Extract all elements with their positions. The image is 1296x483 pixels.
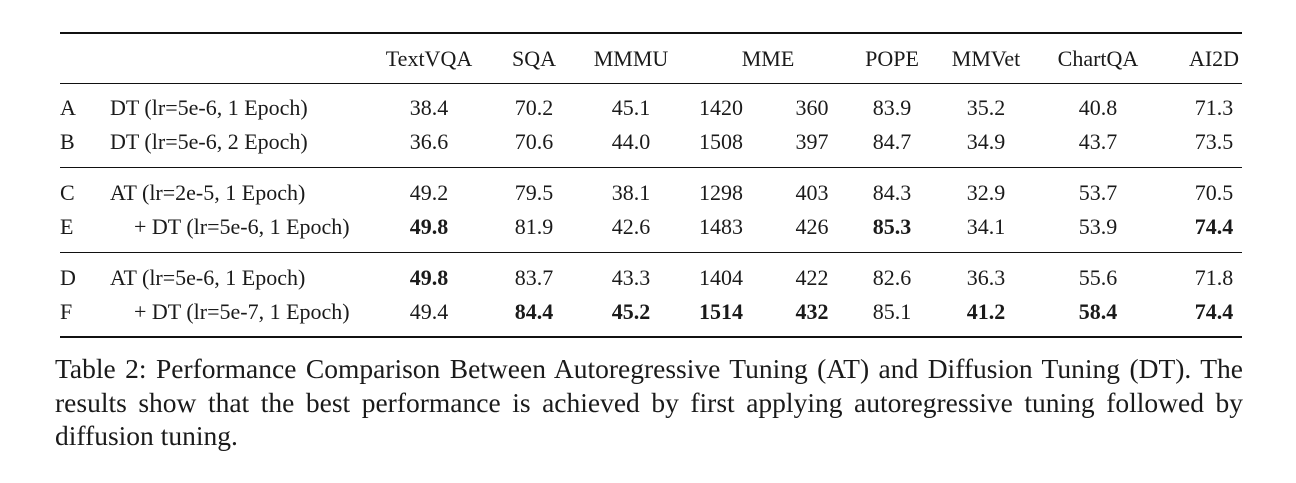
row-config: + DT (lr=5e-7, 1 Epoch) [134, 299, 350, 324]
table-cell: 84.3 [872, 180, 912, 205]
table-cell: 85.1 [872, 299, 912, 324]
table-cell: 38.1 [611, 180, 651, 205]
table-cell: 42.6 [611, 214, 651, 239]
table-cell: 49.8 [409, 265, 449, 290]
table-cell: 49.2 [409, 180, 449, 205]
table-cell: 422 [795, 265, 829, 290]
table-cell: 71.8 [1194, 265, 1234, 290]
table-cell: 35.2 [966, 95, 1006, 120]
row-id: A [60, 95, 76, 120]
table-cell: 70.2 [514, 95, 554, 120]
table-cell: 43.3 [611, 265, 651, 290]
column-header: MME [741, 46, 795, 71]
table-caption: Table 2: Performance Comparison Between … [55, 353, 1243, 451]
table-cell: 84.7 [872, 129, 912, 154]
row-id: D [60, 265, 76, 290]
table-cell: 73.5 [1194, 129, 1234, 154]
table-cell: 360 [795, 95, 829, 120]
table-cell: 79.5 [514, 180, 554, 205]
table-cell: 36.3 [966, 265, 1006, 290]
table-cell: 81.9 [514, 214, 554, 239]
table-cell: 1298 [699, 180, 743, 205]
table-cell: 83.7 [514, 265, 554, 290]
group-rule [60, 252, 1242, 253]
column-header: SQA [511, 46, 557, 71]
table-cell: 44.0 [611, 129, 651, 154]
row-config: DT (lr=5e-6, 2 Epoch) [110, 129, 308, 154]
table-cell: 70.5 [1194, 180, 1234, 205]
row-id: B [60, 129, 75, 154]
column-header: POPE [865, 46, 919, 71]
table-cell: 32.9 [966, 180, 1006, 205]
column-header: AI2D [1188, 46, 1240, 71]
row-config: + DT (lr=5e-6, 1 Epoch) [134, 214, 350, 239]
table-cell: 403 [795, 180, 829, 205]
table-cell: 45.1 [611, 95, 651, 120]
table-cell: 71.3 [1194, 95, 1234, 120]
table-cell: 84.4 [514, 299, 554, 324]
table-cell: 40.8 [1078, 95, 1118, 120]
top-rule [60, 32, 1242, 34]
row-config: AT (lr=2e-5, 1 Epoch) [110, 180, 306, 205]
table-cell: 432 [795, 299, 829, 324]
table-cell: 426 [795, 214, 829, 239]
column-header: ChartQA [1057, 46, 1139, 71]
table-cell: 1514 [699, 299, 743, 324]
column-header: MMMU [593, 46, 669, 71]
table-cell: 45.2 [611, 299, 651, 324]
table-cell: 397 [795, 129, 829, 154]
table-cell: 74.4 [1194, 299, 1234, 324]
table-cell: 85.3 [872, 214, 912, 239]
row-config: AT (lr=5e-6, 1 Epoch) [110, 265, 306, 290]
table-cell: 1420 [699, 95, 743, 120]
table-cell: 70.6 [514, 129, 554, 154]
row-id: C [60, 180, 75, 205]
bottom-rule [60, 336, 1242, 338]
table-cell: 83.9 [872, 95, 912, 120]
table-cell: 41.2 [966, 299, 1006, 324]
table-cell: 55.6 [1078, 265, 1118, 290]
group-rule [60, 167, 1242, 168]
table-cell: 34.1 [966, 214, 1006, 239]
row-config: DT (lr=5e-6, 1 Epoch) [110, 95, 308, 120]
table-cell: 74.4 [1194, 214, 1234, 239]
table-cell: 43.7 [1078, 129, 1118, 154]
table-cell: 34.9 [966, 129, 1006, 154]
table-cell: 53.9 [1078, 214, 1118, 239]
table-cell: 53.7 [1078, 180, 1118, 205]
column-header: MMVet [951, 46, 1021, 71]
table-cell: 1404 [699, 265, 743, 290]
table-cell: 38.4 [409, 95, 449, 120]
row-id: F [60, 299, 73, 324]
table-cell: 49.4 [409, 299, 449, 324]
table-cell: 82.6 [872, 265, 912, 290]
header-rule [60, 83, 1242, 84]
row-id: E [60, 214, 74, 239]
table-cell: 58.4 [1078, 299, 1118, 324]
table-cell: 1483 [699, 214, 743, 239]
table-cell: 49.8 [409, 214, 449, 239]
table-cell: 36.6 [409, 129, 449, 154]
column-header: TextVQA [385, 46, 473, 71]
table-cell: 1508 [699, 129, 743, 154]
